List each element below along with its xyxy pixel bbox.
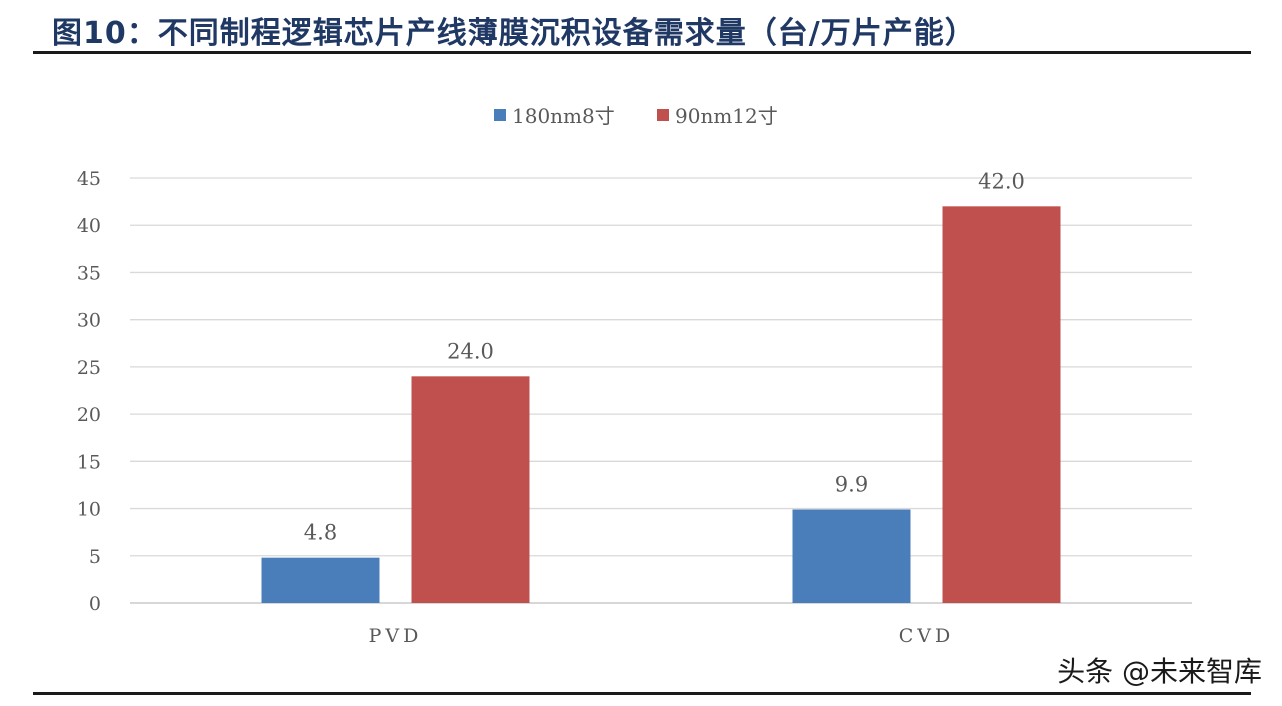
legend-swatch (494, 109, 506, 121)
watermark: 头条 @未来智库 (1057, 655, 1262, 688)
legend-swatch (657, 109, 669, 121)
data-label: 4.8 (304, 521, 337, 545)
x-category-label: CVD (899, 625, 955, 647)
x-category-label: PVD (369, 625, 423, 647)
y-axis-ticks: 0 5 10 15 20 25 30 35 40 45 (77, 168, 101, 615)
x-axis-categories: PVD CVD (369, 625, 955, 647)
top-rule (33, 51, 1251, 54)
y-tick-label: 15 (77, 451, 101, 473)
data-labels: 4.8 24.0 9.9 42.0 (304, 169, 1025, 544)
bar (792, 509, 911, 603)
bars (261, 206, 1061, 604)
y-tick-label: 30 (77, 310, 101, 332)
legend-label: 180nm8寸 (512, 104, 615, 128)
y-tick-label: 20 (77, 404, 101, 426)
bar (411, 376, 530, 603)
y-tick-label: 5 (89, 546, 101, 568)
y-tick-label: 25 (77, 357, 101, 379)
legend-label: 90nm12寸 (675, 104, 778, 128)
y-tick-label: 45 (77, 168, 101, 190)
y-tick-label: 35 (77, 262, 101, 284)
y-tick-label: 40 (77, 215, 101, 237)
bar (261, 557, 380, 603)
y-tick-label: 10 (77, 499, 101, 521)
y-tick-label: 0 (89, 593, 101, 615)
bottom-rule (33, 692, 1251, 695)
data-label: 24.0 (447, 339, 494, 363)
figure-title: 图10：不同制程逻辑芯片产线薄膜沉积设备需求量（台/万片产能） (52, 16, 976, 51)
bar (942, 206, 1061, 604)
data-label: 42.0 (978, 169, 1025, 193)
data-label: 9.9 (835, 473, 868, 497)
legend: 180nm8寸 90nm12寸 (494, 104, 778, 128)
